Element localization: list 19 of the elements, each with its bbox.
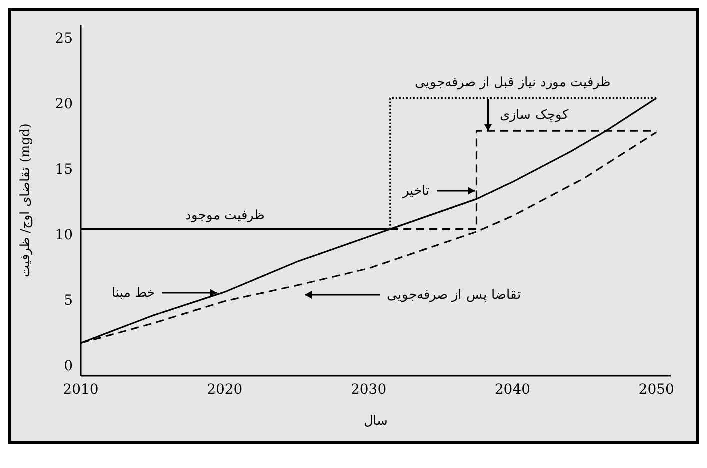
y-tick-label: 20 [55,96,73,113]
annotation: کوچک سازی [500,108,570,124]
x-tick-label: 2030 [350,382,387,398]
x-tick-label: 2040 [494,382,531,398]
annotation: خط مبنا [112,286,155,301]
annotation: ظرفیت موجود [185,208,264,224]
annotation: تاخیر [402,184,430,199]
y-tick-label: 10 [55,228,73,244]
x-axis-title: سال [364,414,388,429]
y-tick-label: 0 [64,358,73,374]
x-tick-label: 2010 [63,382,99,398]
annotation: تقاضا پس از صرفه‌جویی [387,288,522,303]
y-tick-label: 25 [55,31,73,48]
x-tick-label: 2050 [638,382,674,398]
x-tick-label: 2020 [207,382,243,398]
y-axis-title: تقاضای اوج/ ظرفیت (mgd) [18,124,34,278]
annotation: ظرفیت مورد نیاز قبل از صرفه‌جویی [414,75,611,90]
y-tick-label: 5 [64,293,73,310]
y-tick-label: 15 [55,162,73,178]
